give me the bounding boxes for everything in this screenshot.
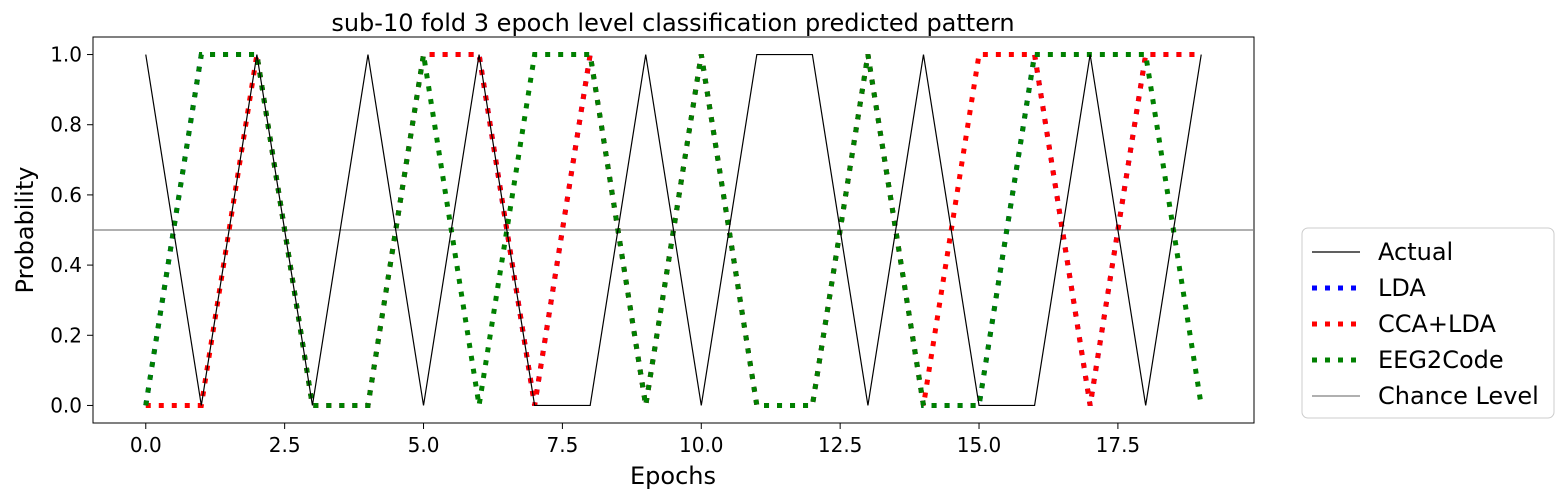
x-tick-label: 17.5 [1096, 433, 1141, 457]
x-tick-label: 15.0 [957, 433, 1002, 457]
x-tick-label: 0.0 [130, 433, 162, 457]
y-axis-label: Probability [11, 167, 39, 294]
series-line-actual [145, 53, 1202, 407]
y-tick-label: 0.8 [50, 113, 82, 137]
x-tick-label: 2.5 [269, 433, 301, 457]
x-tick-label: 5.0 [408, 433, 440, 457]
legend: Actual LDA CCA+LDA EEG2Code Chance Level [1301, 227, 1555, 419]
x-tick-label: 10.0 [679, 433, 724, 457]
y-tick-label: 0.6 [50, 183, 82, 207]
x-tick-label: 7.5 [546, 433, 578, 457]
series-line-cca-lda [145, 52, 1202, 408]
legend-label: CCA+LDA [1378, 310, 1496, 338]
chart-title: sub-10 fold 3 epoch level classification… [331, 9, 1014, 37]
y-tick-label: 1.0 [50, 43, 82, 67]
legend-box [1301, 227, 1555, 419]
x-tick-label: 12.5 [818, 433, 863, 457]
legend-label: Actual [1378, 238, 1453, 266]
y-tick-label: 0.4 [50, 253, 82, 277]
y-tick-label: 0.0 [50, 393, 82, 417]
x-axis-label: Epochs [630, 462, 716, 490]
legend-label: Chance Level [1378, 382, 1539, 410]
legend-label: LDA [1378, 274, 1426, 302]
plot-area: 0.0 2.5 5.0 7.5 10.0 12.5 15.0 17.5 0.0 0.2 0.4 0.6… [50, 36, 1255, 457]
legend-label: EEG2Code [1378, 346, 1504, 374]
y-tick-label: 0.2 [50, 323, 82, 347]
